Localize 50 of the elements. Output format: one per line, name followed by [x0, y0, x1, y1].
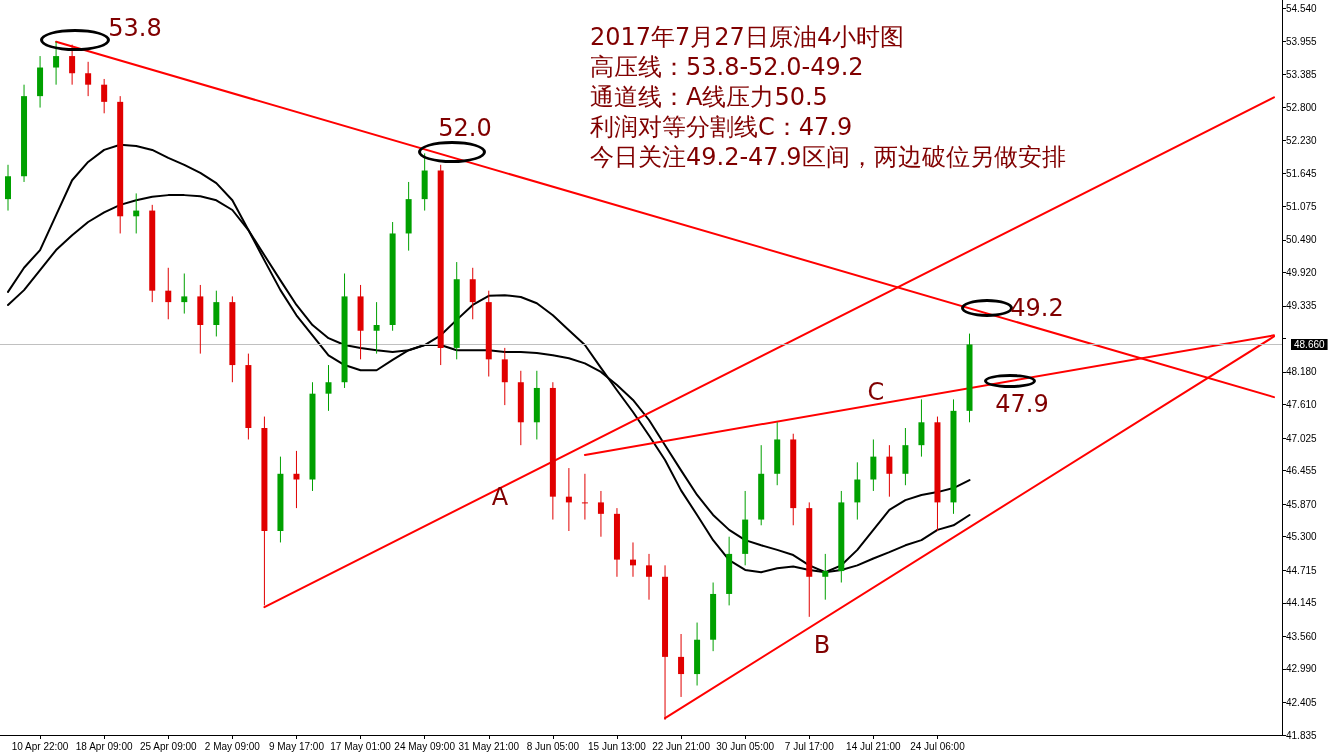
y-tick-label: 52.800: [1286, 102, 1318, 114]
y-tick-label: 50.490: [1286, 234, 1318, 246]
y-tick-label: 51.075: [1286, 200, 1318, 212]
y-tick-label: 44.145: [1286, 597, 1318, 609]
y-tick-label: 45.300: [1286, 531, 1318, 543]
y-tick-label: 42.405: [1286, 696, 1318, 708]
x-tick-label: 17 May 01:00: [330, 740, 392, 752]
x-tick-label: 25 Apr 09:00: [139, 740, 198, 752]
annotation: 52.0: [438, 114, 492, 142]
annotation: 通道线：A线压力50.5: [590, 82, 828, 112]
y-tick-label: 47.025: [1286, 432, 1318, 444]
x-tick-label: 24 May 09:00: [394, 740, 456, 752]
x-tick-label: 7 Jul 17:00: [784, 740, 835, 752]
y-tick-label: 47.610: [1286, 399, 1318, 411]
y-tick-label: 51.645: [1286, 168, 1318, 180]
x-tick-label: 2 May 09:00: [204, 740, 261, 752]
annotation: 53.8: [108, 14, 162, 42]
annotation: 49.2: [1010, 294, 1064, 322]
annotation: A: [491, 483, 509, 511]
annotation: 利润对等分割线C：47.9: [590, 112, 853, 142]
y-tick-label: 42.990: [1286, 663, 1318, 675]
y-tick-label: 45.870: [1286, 498, 1318, 510]
x-tick-label: 22 Jun 21:00: [652, 740, 711, 752]
x-tick-label: 9 May 17:00: [268, 740, 325, 752]
y-tick-label: 48.180: [1286, 366, 1318, 378]
text: 2017年7月27日原油4小时图: [590, 22, 905, 52]
y-tick-label: 53.955: [1286, 35, 1318, 47]
y-tick-label: 53.385: [1286, 68, 1318, 80]
x-tick-label: 8 Jun 05:00: [526, 740, 580, 752]
y-tick-label: 54.540: [1286, 2, 1318, 14]
x-tick-label: 14 Jul 21:00: [846, 740, 902, 752]
x-tick-label: 30 Jun 05:00: [716, 740, 775, 752]
y-tick-label: 46.455: [1286, 465, 1318, 477]
annotation: 47.9: [995, 390, 1049, 418]
annotation: 高压线：53.8-52.0-49.2: [590, 52, 864, 82]
x-tick-label: 10 Apr 22:00: [11, 740, 69, 752]
y-tick-label: 49.920: [1286, 266, 1318, 278]
y-tick-label: 44.715: [1286, 564, 1318, 576]
y-tick-label: 41.835: [1286, 729, 1318, 741]
annotation: B: [813, 631, 831, 659]
x-tick-label: 15 Jun 13:00: [588, 740, 647, 752]
x-tick-label: 24 Jul 06:00: [910, 740, 966, 752]
annotation: C: [867, 378, 885, 406]
x-tick-label: 31 May 21:00: [458, 740, 520, 752]
annotation: 今日关注49.2-47.9区间，两边破位另做安排: [590, 142, 1066, 172]
y-tick-label: 49.335: [1286, 300, 1318, 312]
x-tick-label: 18 Apr 09:00: [75, 740, 133, 752]
ref-line-label: 48.660: [1294, 338, 1326, 350]
y-tick-label: 52.230: [1286, 134, 1318, 146]
y-tick-label: 43.560: [1286, 630, 1318, 642]
